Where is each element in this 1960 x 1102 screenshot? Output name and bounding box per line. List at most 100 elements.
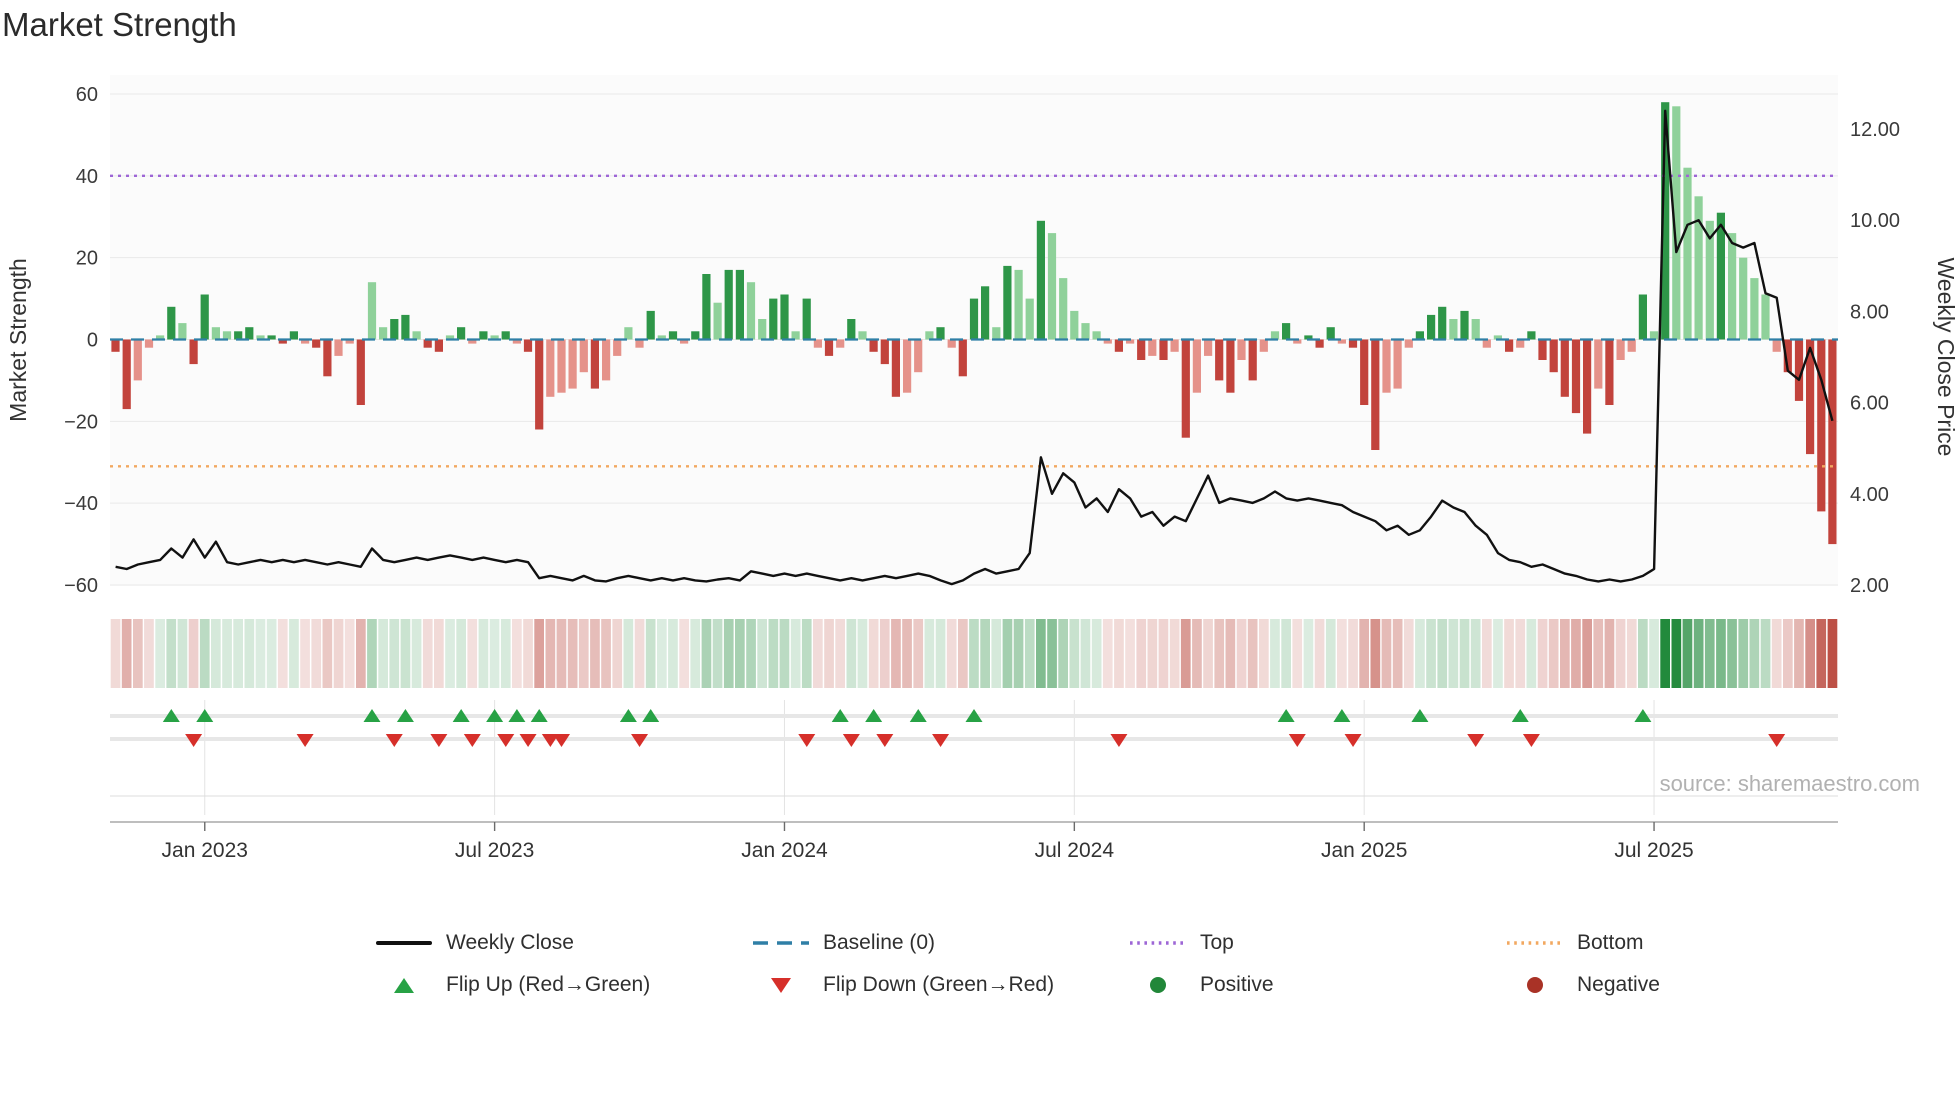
right-tick-label: 8.00 bbox=[1850, 301, 1889, 323]
heatmap-cell bbox=[1403, 619, 1414, 688]
strength-bar bbox=[780, 294, 789, 340]
heatmap-cell bbox=[266, 619, 277, 688]
legend-label-flip-up: Flip Up (Red→Green) bbox=[446, 973, 651, 996]
strength-bar bbox=[1014, 269, 1023, 340]
heatmap-cell bbox=[612, 619, 623, 688]
heatmap-cell bbox=[857, 619, 868, 688]
heatmap-cell bbox=[155, 619, 165, 688]
heatmap-cell bbox=[199, 619, 210, 688]
heatmap-cell bbox=[344, 619, 355, 688]
strength-bar bbox=[958, 339, 967, 377]
heatmap-cell bbox=[679, 619, 689, 688]
right-tick-label: 2.00 bbox=[1850, 575, 1889, 597]
flip-down-marker bbox=[430, 734, 448, 747]
heatmap-cell bbox=[1281, 619, 1291, 688]
strength-bar bbox=[880, 339, 889, 365]
strength-bar bbox=[769, 298, 778, 340]
heatmap-cell bbox=[500, 619, 511, 688]
flip-down-marker bbox=[185, 734, 203, 747]
strength-bar bbox=[1438, 306, 1447, 340]
strength-bar bbox=[1282, 323, 1291, 340]
negative-dot-icon bbox=[1527, 977, 1543, 993]
heatmap-cell bbox=[1671, 619, 1682, 688]
heatmap-cell bbox=[389, 619, 400, 688]
flip-up-marker bbox=[196, 709, 214, 722]
legend-label-weekly-close: Weekly Close bbox=[446, 931, 574, 954]
heatmap-cell bbox=[902, 619, 912, 688]
top-swatch bbox=[1129, 939, 1187, 947]
source-text: source: sharemaestro.com bbox=[1659, 771, 1920, 796]
strength-bar bbox=[1003, 265, 1012, 340]
strength-bar bbox=[535, 339, 544, 430]
heatmap-cell bbox=[1314, 619, 1325, 688]
strength-bar bbox=[557, 339, 566, 393]
flip-up-marker bbox=[831, 709, 849, 722]
x-tick-label: Jan 2025 bbox=[1321, 839, 1407, 862]
flip-down-marker bbox=[541, 734, 559, 747]
heatmap-cell bbox=[322, 619, 333, 688]
heatmap-cell bbox=[567, 619, 578, 688]
strength-bar bbox=[546, 339, 555, 397]
strength-bar bbox=[1248, 339, 1257, 381]
heatmap-cell bbox=[1259, 619, 1269, 688]
heatmap-cell bbox=[556, 619, 567, 688]
heatmap-cell bbox=[601, 619, 611, 688]
heatmap-cell bbox=[623, 619, 634, 688]
heatmap-cell bbox=[801, 619, 812, 688]
strength-bar bbox=[613, 339, 622, 356]
heatmap-cell bbox=[1392, 619, 1403, 688]
strength-bar bbox=[1482, 339, 1491, 348]
weekly-close-line-icon bbox=[376, 941, 432, 945]
heatmap-cell bbox=[690, 619, 701, 688]
heatmap-cell bbox=[277, 619, 288, 688]
strength-bar bbox=[1204, 339, 1213, 356]
heatmap-cell bbox=[590, 619, 600, 688]
strength-bar bbox=[1672, 106, 1681, 340]
strength-bar bbox=[969, 298, 979, 340]
strength-bar bbox=[1326, 327, 1335, 340]
right-tick-label: 10.00 bbox=[1850, 210, 1900, 232]
flip-down-marker bbox=[1768, 734, 1786, 747]
strength-bar bbox=[847, 319, 856, 340]
flip-up-marker bbox=[396, 709, 414, 722]
flip-up-marker bbox=[1277, 709, 1295, 722]
heatmap-cell bbox=[166, 619, 177, 688]
strength-bar bbox=[1025, 298, 1034, 340]
heatmap-cell bbox=[657, 619, 667, 688]
heatmap-cell bbox=[1626, 619, 1637, 688]
legend-item-weekly-close: Weekly Close bbox=[375, 922, 752, 964]
heatmap-cell bbox=[1180, 619, 1191, 688]
heatmap-cell bbox=[478, 619, 489, 688]
flip-down-triangle-icon bbox=[771, 977, 791, 993]
heatmap-cell bbox=[723, 619, 734, 688]
flip-down-marker bbox=[932, 734, 950, 747]
strength-bar bbox=[211, 327, 220, 340]
strength-bar bbox=[1382, 339, 1391, 393]
x-tick-label: Jul 2025 bbox=[1614, 839, 1693, 862]
strength-bar bbox=[1170, 339, 1179, 352]
strength-bar bbox=[903, 339, 912, 393]
heatmap-cell bbox=[177, 619, 188, 688]
strength-bar bbox=[468, 339, 477, 344]
heatmap-cell bbox=[1002, 619, 1013, 688]
strength-bar bbox=[1159, 339, 1168, 360]
heatmap-cell bbox=[1359, 619, 1369, 688]
left-axis-title: Market Strength bbox=[5, 258, 31, 422]
strength-bar bbox=[379, 327, 388, 340]
flip-down-marker bbox=[463, 734, 481, 747]
heatmap-cell bbox=[1225, 619, 1236, 688]
heatmap-cell bbox=[757, 619, 767, 688]
strength-bar bbox=[1505, 339, 1514, 352]
heatmap-cell bbox=[1013, 619, 1024, 688]
strength-bar bbox=[312, 339, 321, 348]
heatmap-cell bbox=[222, 619, 232, 688]
strength-bar bbox=[111, 339, 120, 352]
strength-bar bbox=[345, 339, 354, 344]
heatmap-cell bbox=[668, 619, 678, 688]
heatmap-cell bbox=[233, 619, 243, 688]
strength-bar bbox=[1137, 339, 1146, 360]
heatmap-cell bbox=[634, 619, 645, 688]
heatmap-cell bbox=[1337, 619, 1347, 688]
heatmap-cell bbox=[445, 619, 455, 688]
page-title: Market Strength bbox=[2, 6, 237, 43]
